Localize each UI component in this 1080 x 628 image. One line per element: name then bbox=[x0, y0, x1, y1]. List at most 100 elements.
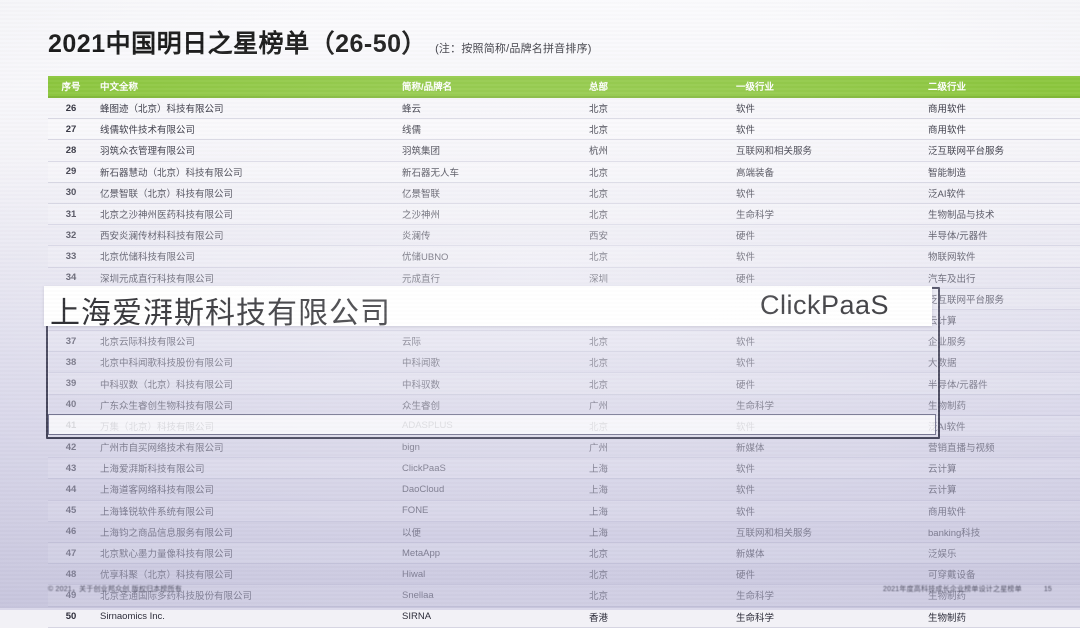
row-cell-no: 48 bbox=[48, 563, 94, 586]
row-cell-industry1: 软件 bbox=[730, 457, 922, 480]
row-cell-industry2: 生物制品与技术 bbox=[922, 203, 1080, 226]
table-row[interactable]: 28 羽筑众衣管理有限公司 羽筑集团 杭州 互联网和相关服务 泛互联网平台服务 bbox=[48, 139, 1080, 162]
row-cell-industry1: 软件 bbox=[730, 415, 922, 438]
row-cell-brand: Hiwal bbox=[396, 563, 583, 586]
row-cell-hq: 北京 bbox=[583, 330, 730, 353]
table-row[interactable]: 39 中科驭数（北京）科技有限公司 中科驭数 北京 硬件 半导体/元器件 bbox=[48, 372, 1080, 395]
row-cell-hq: 北京 bbox=[583, 97, 730, 120]
row-cell-industry2: 云计算 bbox=[922, 309, 1080, 332]
column-header-no: 序号 bbox=[48, 76, 94, 98]
row-cell-name: 上海道客网络科技有限公司 bbox=[94, 478, 396, 501]
table-row[interactable]: 42 广州市自买网络技术有限公司 bign 广州 新媒体 营销直播与视频 bbox=[48, 436, 1080, 459]
row-cell-no: 28 bbox=[48, 139, 94, 162]
slide-footer: © 2021，关于创业邦众创 版权归本榜所有 2021年度高科技成长企业榜单设计… bbox=[48, 584, 1052, 594]
table-row[interactable]: 27 线儒软件技术有限公司 线儒 北京 软件 商用软件 bbox=[48, 118, 1080, 141]
row-cell-industry2: 智能制造 bbox=[922, 161, 1080, 183]
row-cell-name: Sirnaomics Inc. bbox=[94, 606, 396, 628]
row-cell-industry2: 云计算 bbox=[922, 478, 1080, 501]
table-row[interactable]: 31 北京之沙神州医药科技有限公司 之沙神州 北京 生命科学 生物制品与技术 bbox=[48, 203, 1080, 226]
callout-company-name: 上海爱湃斯科技有限公司 bbox=[50, 297, 391, 330]
row-cell-brand: SIRNA bbox=[396, 606, 583, 628]
row-cell-industry2: 泛互联网平台服务 bbox=[922, 288, 1080, 310]
row-cell-industry2: 商用软件 bbox=[922, 97, 1080, 120]
row-cell-hq: 北京 bbox=[583, 203, 730, 226]
row-cell-brand: 炎澜传 bbox=[396, 224, 583, 247]
row-cell-industry2: 生物制药 bbox=[922, 394, 1080, 416]
row-cell-name: 广州市自买网络技术有限公司 bbox=[94, 436, 396, 459]
row-cell-no: 45 bbox=[48, 500, 94, 522]
row-cell-hq: 广州 bbox=[583, 436, 730, 459]
table-row[interactable]: 40 广东众生睿创生物科技有限公司 众生睿创 广州 生命科学 生物制药 bbox=[48, 394, 1080, 416]
row-cell-industry1: 软件 bbox=[730, 97, 922, 120]
table-row[interactable]: 26 蜂图迹（北京）科技有限公司 蜂云 北京 软件 商用软件 bbox=[48, 97, 1080, 120]
row-cell-industry2: 半导体/元器件 bbox=[922, 224, 1080, 247]
table-row[interactable]: 47 北京默心墨力量像科技有限公司 MetaApp 北京 新媒体 泛娱乐 bbox=[48, 542, 1080, 565]
row-cell-brand: FONE bbox=[396, 500, 583, 522]
table-row[interactable]: 30 亿景智联（北京）科技有限公司 亿景智联 北京 软件 泛AI软件 bbox=[48, 182, 1080, 204]
row-cell-industry2: 物联网软件 bbox=[922, 245, 1080, 268]
row-cell-name: 广东众生睿创生物科技有限公司 bbox=[94, 394, 396, 416]
page-number: 15 bbox=[1043, 585, 1052, 593]
row-cell-name: 北京之沙神州医药科技有限公司 bbox=[94, 203, 396, 226]
table-row[interactable]: 38 北京中科闻歌科技股份有限公司 中科闻歌 北京 软件 大数据 bbox=[48, 351, 1080, 374]
table-row[interactable]: 33 北京优储科技有限公司 优储UBNO 北京 软件 物联网软件 bbox=[48, 245, 1080, 268]
row-cell-industry1: 软件 bbox=[730, 478, 922, 501]
table-row[interactable]: 43 上海爱湃斯科技有限公司 ClickPaaS 上海 软件 云计算 bbox=[48, 457, 1080, 480]
row-cell-no: 29 bbox=[48, 161, 94, 183]
table-row[interactable]: 34 深圳元成直行科技有限公司 元成直行 深圳 硬件 汽车及出行 bbox=[48, 267, 1080, 289]
column-header-ind1: 一级行业 bbox=[730, 76, 922, 98]
row-cell-industry1: 高端装备 bbox=[730, 161, 922, 183]
row-cell-no: 32 bbox=[48, 224, 94, 247]
row-cell-no: 47 bbox=[48, 542, 94, 565]
table-row[interactable]: 45 上海锋锐软件系统有限公司 FONE 上海 软件 商用软件 bbox=[48, 500, 1080, 522]
row-cell-brand: 以便 bbox=[396, 521, 583, 543]
table-row[interactable]: 46 上海钧之商品信息服务有限公司 以便 上海 互联网和相关服务 banking科技 bbox=[48, 521, 1080, 543]
table-row[interactable]: 44 上海道客网络科技有限公司 DaoCloud 上海 软件 云计算 bbox=[48, 478, 1080, 501]
row-cell-hq: 北京 bbox=[583, 372, 730, 395]
slide-title-block: 2021中国明日之星榜单（26-50） (注：按照简称/品牌名拼音排序) bbox=[48, 24, 592, 60]
ranking-table: 序号 中文全称 简称/品牌名 总部 一级行业 二级行业 26 蜂图迹（北京）科技有… bbox=[48, 76, 1080, 628]
row-cell-hq: 北京 bbox=[583, 415, 730, 438]
title-note: (注：按照简称/品牌名拼音排序) bbox=[435, 43, 592, 55]
row-cell-brand: ADASPLUS bbox=[396, 415, 583, 438]
row-cell-industry1: 互联网和相关服务 bbox=[730, 521, 922, 543]
row-cell-industry1: 软件 bbox=[730, 182, 922, 204]
row-cell-brand: 线儒 bbox=[396, 118, 583, 141]
row-cell-brand: 云际 bbox=[396, 330, 583, 353]
table-row[interactable]: 50 Sirnaomics Inc. SIRNA 香港 生命科学 生物制药 bbox=[48, 606, 1080, 628]
row-cell-name: 新石器慧动（北京）科技有限公司 bbox=[94, 161, 396, 183]
table-row[interactable]: 48 优享科聚（北京）科技有限公司 Hiwal 北京 硬件 可穿戴设备 bbox=[48, 563, 1080, 586]
row-cell-industry2: 云计算 bbox=[922, 457, 1080, 480]
column-header-brand: 简称/品牌名 bbox=[396, 76, 583, 98]
row-cell-industry2: 泛娱乐 bbox=[922, 542, 1080, 565]
table-row[interactable]: 32 西安炎澜传材料科技有限公司 炎澜传 西安 硬件 半导体/元器件 bbox=[48, 224, 1080, 247]
column-header-hq: 总部 bbox=[583, 76, 730, 98]
row-cell-hq: 上海 bbox=[583, 478, 730, 501]
row-cell-hq: 北京 bbox=[583, 563, 730, 586]
row-cell-industry2: 半导体/元器件 bbox=[922, 372, 1080, 395]
row-cell-industry2: 商用软件 bbox=[922, 500, 1080, 522]
callout-panel bbox=[44, 286, 932, 326]
column-header-ind2: 二级行业 bbox=[922, 76, 1080, 98]
table-row[interactable]: 29 新石器慧动（北京）科技有限公司 新石器无人车 北京 高端装备 智能制造 bbox=[48, 161, 1080, 183]
row-cell-hq: 深圳 bbox=[583, 267, 730, 289]
row-cell-no: 40 bbox=[48, 394, 94, 416]
row-cell-brand: MetaApp bbox=[396, 542, 583, 565]
row-cell-no: 39 bbox=[48, 372, 94, 395]
row-cell-brand: 中科闻歌 bbox=[396, 351, 583, 374]
row-cell-no: 26 bbox=[48, 97, 94, 120]
row-cell-brand: 中科驭数 bbox=[396, 372, 583, 395]
row-cell-hq: 上海 bbox=[583, 521, 730, 543]
row-cell-industry1: 硬件 bbox=[730, 372, 922, 395]
row-cell-brand: ClickPaaS bbox=[396, 457, 583, 480]
table-row[interactable]: 37 北京云际科技有限公司 云际 北京 软件 企业服务 bbox=[48, 330, 1080, 353]
row-cell-no: 37 bbox=[48, 330, 94, 353]
callout-brand-name: ClickPaaS bbox=[760, 290, 890, 320]
row-cell-industry2: banking科技 bbox=[922, 521, 1080, 543]
table-row[interactable]: 41 万集（北京）科技有限公司 ADASPLUS 北京 软件 泛AI软件 bbox=[48, 415, 1080, 438]
row-cell-industry2: 可穿戴设备 bbox=[922, 563, 1080, 586]
row-cell-industry1: 软件 bbox=[730, 330, 922, 353]
row-cell-name: 北京优储科技有限公司 bbox=[94, 245, 396, 268]
footer-right-text: 2021年度高科技成长企业榜单设计之星榜单 bbox=[883, 586, 1022, 593]
